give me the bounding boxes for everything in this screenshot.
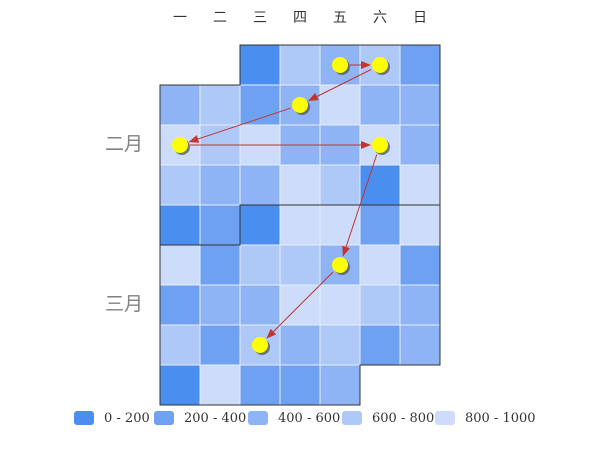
legend-swatch-3[interactable] bbox=[342, 411, 362, 425]
heatmap-cell[interactable] bbox=[279, 164, 321, 206]
heatmap-cell[interactable] bbox=[399, 84, 441, 126]
legend-label-1: 200 - 400 bbox=[184, 411, 246, 426]
heatmap-cell[interactable] bbox=[239, 84, 281, 126]
legend-swatch-2[interactable] bbox=[248, 411, 268, 425]
heatmap-cell[interactable] bbox=[159, 324, 201, 366]
heatmap-cell[interactable] bbox=[199, 164, 241, 206]
heatmap-cell[interactable] bbox=[359, 284, 401, 326]
heatmap-cell[interactable] bbox=[319, 364, 361, 406]
heatmap-cell[interactable] bbox=[159, 84, 201, 126]
weekday-label: 四 bbox=[293, 10, 307, 26]
heatmap-cell[interactable] bbox=[159, 164, 201, 206]
weekday-label: 二 bbox=[213, 10, 227, 26]
heatmap-cell[interactable] bbox=[399, 204, 441, 246]
month-label: 二月 bbox=[105, 133, 143, 155]
heatmap-cell[interactable] bbox=[239, 44, 281, 86]
legend-swatch-4[interactable] bbox=[435, 411, 455, 425]
weekday-labels: 一 二 三 四 五 六 日 bbox=[173, 10, 427, 26]
legend-label-4: 800 - 1000 bbox=[465, 411, 536, 426]
path-marker[interactable] bbox=[172, 137, 190, 155]
heatmap-cell[interactable] bbox=[199, 84, 241, 126]
heatmap-cell[interactable] bbox=[359, 204, 401, 246]
march-outline bbox=[159, 204, 441, 406]
heatmap-cell[interactable] bbox=[399, 124, 441, 166]
path-arrow bbox=[188, 107, 291, 143]
path-marker[interactable] bbox=[372, 137, 390, 155]
heatmap-cell[interactable] bbox=[279, 364, 321, 406]
heatmap-cell[interactable] bbox=[359, 324, 401, 366]
heatmap-cell[interactable] bbox=[399, 44, 441, 86]
heatmap-cell[interactable] bbox=[159, 244, 201, 286]
heatmap-cell[interactable] bbox=[399, 164, 441, 206]
heatmap-cell[interactable] bbox=[319, 84, 361, 126]
heatmap-cell[interactable] bbox=[239, 204, 281, 246]
legend-swatch-0[interactable] bbox=[74, 411, 94, 425]
heatmap-cell[interactable] bbox=[199, 324, 241, 366]
heatmap-cell[interactable] bbox=[319, 204, 361, 246]
heatmap-cell[interactable] bbox=[399, 284, 441, 326]
path-arrow bbox=[266, 271, 334, 339]
path-marker[interactable] bbox=[252, 337, 270, 355]
path-arrows bbox=[188, 61, 378, 339]
path-arrow bbox=[342, 154, 378, 257]
legend-label-0: 0 - 200 bbox=[104, 411, 150, 426]
heatmap-cell[interactable] bbox=[319, 284, 361, 326]
heatmap-cell[interactable] bbox=[159, 204, 201, 246]
heatmap-cell[interactable] bbox=[159, 364, 201, 406]
heatmap-cell[interactable] bbox=[199, 204, 241, 246]
legend: 0 - 200 200 - 400 400 - 600 600 - 800 80… bbox=[74, 411, 536, 426]
heatmap-cell[interactable] bbox=[279, 44, 321, 86]
legend-swatch-1[interactable] bbox=[154, 411, 174, 425]
heatmap-cell[interactable] bbox=[239, 364, 281, 406]
weekday-label: 三 bbox=[253, 10, 267, 26]
heatmap-cell[interactable] bbox=[359, 244, 401, 286]
weekday-label: 六 bbox=[373, 10, 387, 26]
path-arrow bbox=[308, 69, 372, 101]
path-marker[interactable] bbox=[292, 97, 310, 115]
heatmap-cells bbox=[159, 44, 441, 406]
heatmap-cell[interactable] bbox=[199, 284, 241, 326]
heatmap-cell[interactable] bbox=[319, 324, 361, 366]
heatmap-cell[interactable] bbox=[359, 164, 401, 206]
heatmap-cell[interactable] bbox=[239, 164, 281, 206]
weekday-label: 一 bbox=[173, 10, 187, 26]
heatmap-cell[interactable] bbox=[399, 324, 441, 366]
heatmap-cell[interactable] bbox=[159, 284, 201, 326]
heatmap-cell[interactable] bbox=[399, 244, 441, 286]
legend-label-3: 600 - 800 bbox=[372, 411, 434, 426]
month-label: 三月 bbox=[105, 293, 143, 315]
month-labels: 二月 三月 bbox=[105, 133, 143, 315]
month-outlines bbox=[159, 44, 441, 406]
legend-label-2: 400 - 600 bbox=[278, 411, 340, 426]
heatmap-cell[interactable] bbox=[279, 244, 321, 286]
path-marker[interactable] bbox=[332, 57, 350, 75]
heatmap-cell[interactable] bbox=[359, 84, 401, 126]
heatmap-cell[interactable] bbox=[239, 244, 281, 286]
path-marker[interactable] bbox=[332, 257, 350, 275]
heatmap-cell[interactable] bbox=[199, 364, 241, 406]
heatmap-cell[interactable] bbox=[279, 204, 321, 246]
path-marker[interactable] bbox=[372, 57, 390, 75]
path-markers bbox=[172, 57, 390, 355]
weekday-label: 五 bbox=[333, 10, 347, 26]
weekday-label: 日 bbox=[413, 10, 427, 26]
heatmap-cell[interactable] bbox=[239, 284, 281, 326]
heatmap-cell[interactable] bbox=[199, 244, 241, 286]
heatmap-cell[interactable] bbox=[319, 164, 361, 206]
heatmap-cell[interactable] bbox=[279, 324, 321, 366]
